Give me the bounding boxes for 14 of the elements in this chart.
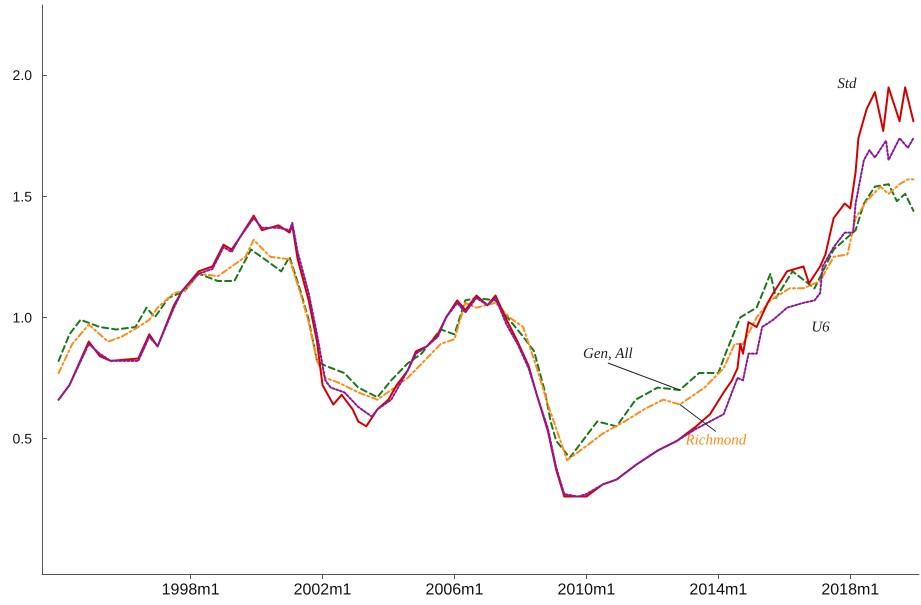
series-label: Richmond xyxy=(684,432,747,449)
x-tick-label: 2014m1 xyxy=(689,582,748,598)
y-tick-label: 2.0 xyxy=(12,67,32,84)
x-tick-label: 2018m1 xyxy=(821,582,880,598)
x-tick-label: 2010m1 xyxy=(557,582,616,598)
x-tick-label: 1998m1 xyxy=(162,582,220,598)
y-tick-label: 0.5 xyxy=(12,430,32,446)
y-tick-label: 1.5 xyxy=(12,188,32,204)
series-label: U6 xyxy=(811,319,830,336)
x-tick-label: 2002m1 xyxy=(294,582,352,598)
x-tick-label: 2006m1 xyxy=(426,582,484,598)
y-tick-label: 1.0 xyxy=(12,309,32,326)
series-label: Std xyxy=(837,76,858,92)
text: Gen, All xyxy=(583,346,633,362)
